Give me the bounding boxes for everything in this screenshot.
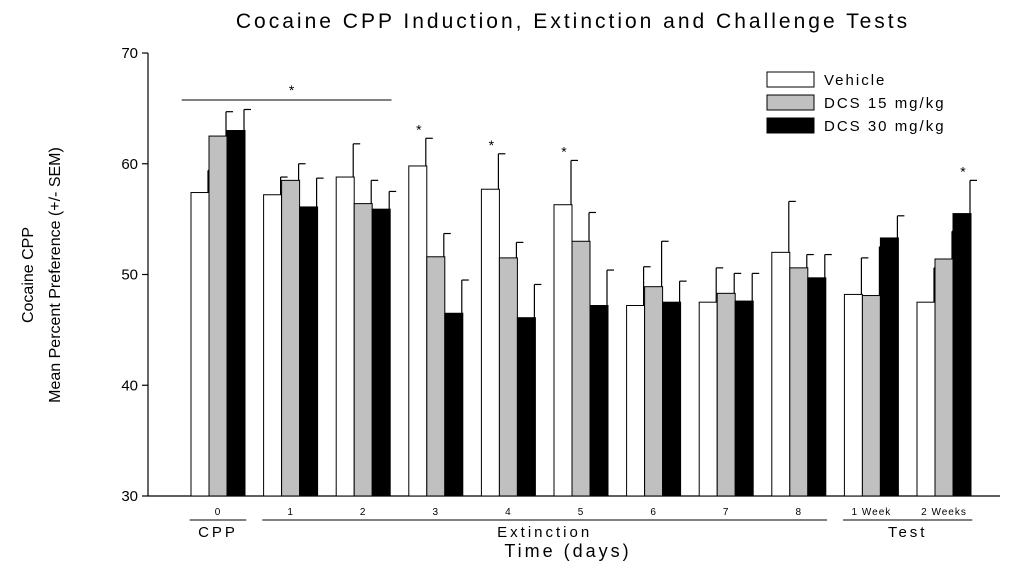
legend-label: Vehicle xyxy=(824,72,886,89)
legend-label: DCS 30 mg/kg xyxy=(824,118,946,135)
x-tick-label: 2 xyxy=(360,507,367,518)
bar xyxy=(553,204,573,497)
x-tick-label: 5 xyxy=(578,507,585,518)
bar xyxy=(408,165,428,497)
significance-star: * xyxy=(561,143,567,159)
x-tick-label: 8 xyxy=(796,507,803,518)
bar xyxy=(226,130,246,497)
bar xyxy=(589,305,609,497)
bar xyxy=(698,301,718,497)
bar xyxy=(952,213,972,497)
significance-star: * xyxy=(960,163,966,179)
bar xyxy=(861,295,881,497)
chart-title: Cocaine CPP Induction, Extinction and Ch… xyxy=(236,10,910,33)
bar xyxy=(807,277,827,497)
y-axis-label-line-2: Mean Percent Preference (+/- SEM) xyxy=(47,147,64,403)
bar xyxy=(771,251,791,497)
x-tick-label: 2 Weeks xyxy=(921,507,967,518)
legend: Vehicle DCS 15 mg/kg DCS 30 mg/kg xyxy=(766,71,946,135)
bar xyxy=(934,258,954,497)
bar xyxy=(190,192,210,497)
y-tick-label: 30 xyxy=(121,488,138,505)
bar xyxy=(263,194,283,497)
bar xyxy=(716,292,736,497)
significance-star: * xyxy=(289,82,295,98)
x-tick-labels: 0 1 2 3 4 5 6 7 8 1 Week 2 Weeks xyxy=(215,507,967,518)
group-label: Test xyxy=(888,524,928,541)
category-groups: CPP Extinction Test xyxy=(189,519,973,541)
significance-markers: * * * * * xyxy=(181,82,966,179)
bar xyxy=(353,203,373,497)
bar xyxy=(335,176,355,497)
significance-star: * xyxy=(416,121,422,137)
bars xyxy=(190,108,977,497)
x-tick-label: 1 xyxy=(287,507,294,518)
bar xyxy=(444,312,464,497)
bar xyxy=(662,301,682,497)
x-tick-label: 7 xyxy=(723,507,730,518)
x-axis-label: Time (days) xyxy=(504,541,631,561)
group-label: Extinction xyxy=(497,524,592,541)
bar xyxy=(843,293,863,497)
bar xyxy=(644,286,664,497)
legend-swatch xyxy=(766,94,815,111)
bar xyxy=(371,208,391,497)
legend-label: DCS 15 mg/kg xyxy=(824,95,946,112)
y-axis-label-line-1: Cocaine CPP xyxy=(20,227,37,323)
y-tick-label: 40 xyxy=(121,377,138,394)
bar xyxy=(480,188,500,497)
x-tick-label: 6 xyxy=(650,507,657,518)
y-tick-label: 70 xyxy=(121,45,138,62)
bar xyxy=(734,300,754,497)
bar xyxy=(516,317,536,497)
y-axis-label: Cocaine CPP Mean Percent Preference (+/-… xyxy=(20,147,64,403)
bar xyxy=(299,206,319,497)
bar xyxy=(208,135,228,497)
bar xyxy=(426,256,446,497)
bar xyxy=(281,179,301,497)
x-tick-label: 0 xyxy=(215,507,222,518)
legend-swatch xyxy=(766,71,815,88)
y-tick-label: 60 xyxy=(121,156,138,173)
x-tick-label: 3 xyxy=(433,507,440,518)
legend-swatch xyxy=(766,117,815,134)
bar xyxy=(879,237,899,497)
x-tick-label: 4 xyxy=(505,507,512,518)
y-tick-label: 50 xyxy=(121,267,138,284)
bar xyxy=(626,305,646,497)
bar xyxy=(498,257,518,497)
x-tick-label: 1 Week xyxy=(852,507,892,518)
bar xyxy=(571,240,591,497)
bar xyxy=(916,301,936,497)
significance-star: * xyxy=(489,137,495,153)
bar xyxy=(789,267,809,497)
group-label: CPP xyxy=(198,524,238,541)
